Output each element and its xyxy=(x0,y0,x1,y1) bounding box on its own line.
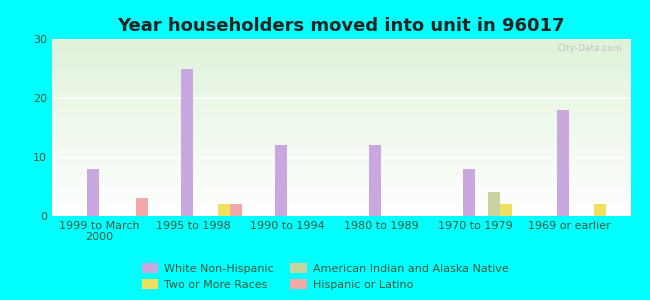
Bar xyxy=(87,169,99,216)
Bar xyxy=(500,204,512,216)
Bar xyxy=(488,192,500,216)
Title: Year householders moved into unit in 96017: Year householders moved into unit in 960… xyxy=(118,17,565,35)
Bar xyxy=(594,204,606,216)
Bar xyxy=(136,198,148,216)
Bar xyxy=(594,204,606,216)
Bar xyxy=(463,169,475,216)
Text: City-Data.com: City-Data.com xyxy=(557,44,622,53)
Bar xyxy=(557,110,569,216)
Bar xyxy=(463,169,475,216)
Bar xyxy=(230,204,242,216)
Bar xyxy=(218,204,230,216)
Bar xyxy=(181,68,193,216)
Bar xyxy=(369,145,382,216)
Bar xyxy=(488,192,500,216)
Bar xyxy=(369,145,382,216)
Legend: White Non-Hispanic, Two or More Races, American Indian and Alaska Native, Hispan: White Non-Hispanic, Two or More Races, A… xyxy=(137,258,513,294)
Bar xyxy=(500,204,512,216)
Bar xyxy=(275,145,287,216)
Bar xyxy=(218,204,230,216)
Bar xyxy=(275,145,287,216)
Bar xyxy=(136,198,148,216)
Bar xyxy=(181,68,193,216)
Bar xyxy=(557,110,569,216)
Bar xyxy=(87,169,99,216)
Bar xyxy=(230,204,242,216)
